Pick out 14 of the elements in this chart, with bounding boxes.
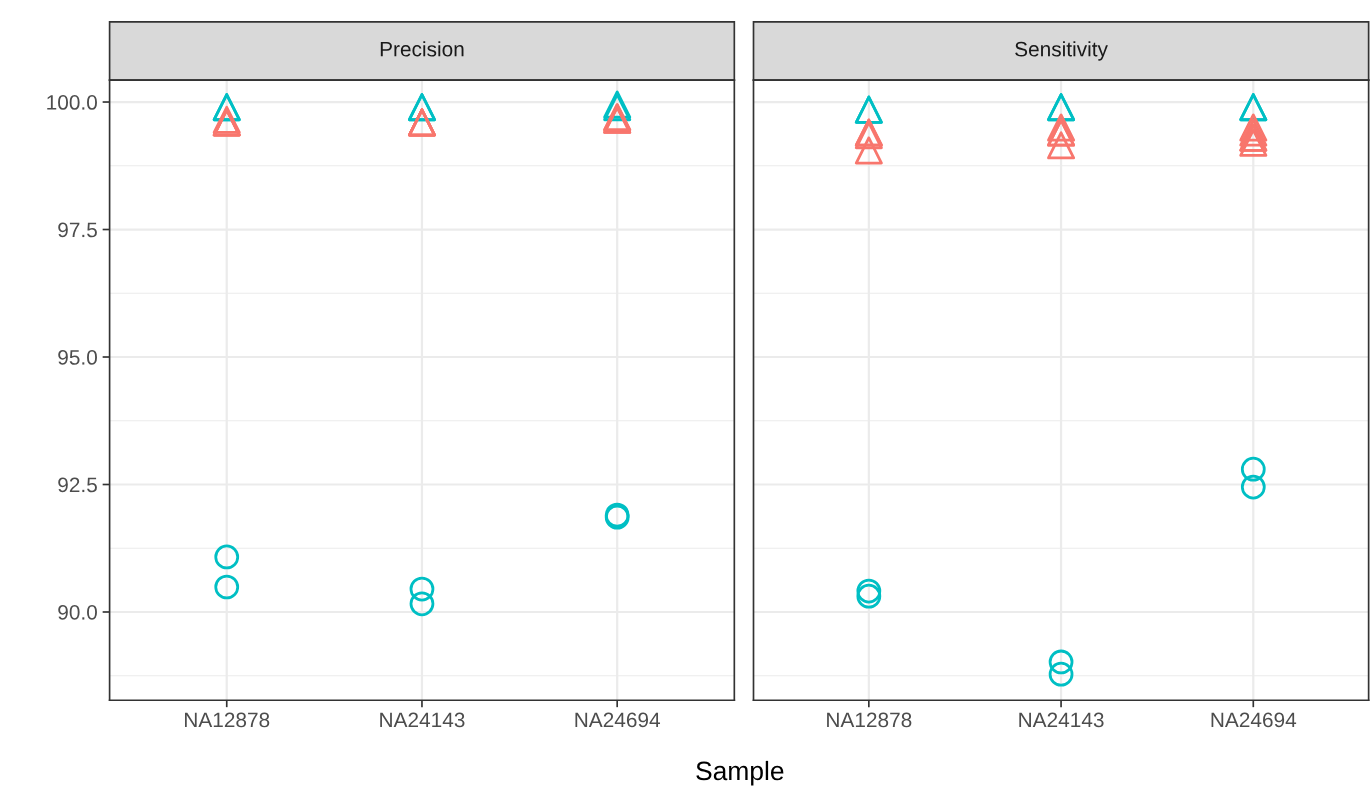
chart-title: Precision [380, 41, 464, 57]
x-tick-label: NA12878 [185, 712, 270, 728]
x-tick-label: NA12878 [827, 712, 912, 728]
x-tick-label: NA24694 [575, 712, 661, 728]
y-tick-label: 92.5 [58, 477, 97, 493]
x-tick-label: NA24694 [1211, 712, 1297, 728]
x-tick-label: NA24143 [1019, 712, 1104, 728]
chart-title: Sensitivity [1015, 41, 1108, 61]
y-tick-label: 95.0 [58, 350, 97, 365]
y-tick-label: 100.0 [47, 95, 97, 110]
y-tick-label: 97.5 [58, 222, 97, 238]
y-tick-label: 90.0 [58, 605, 97, 620]
x-axis-title: Sample [696, 760, 784, 786]
x-tick-label: NA24143 [380, 712, 465, 728]
